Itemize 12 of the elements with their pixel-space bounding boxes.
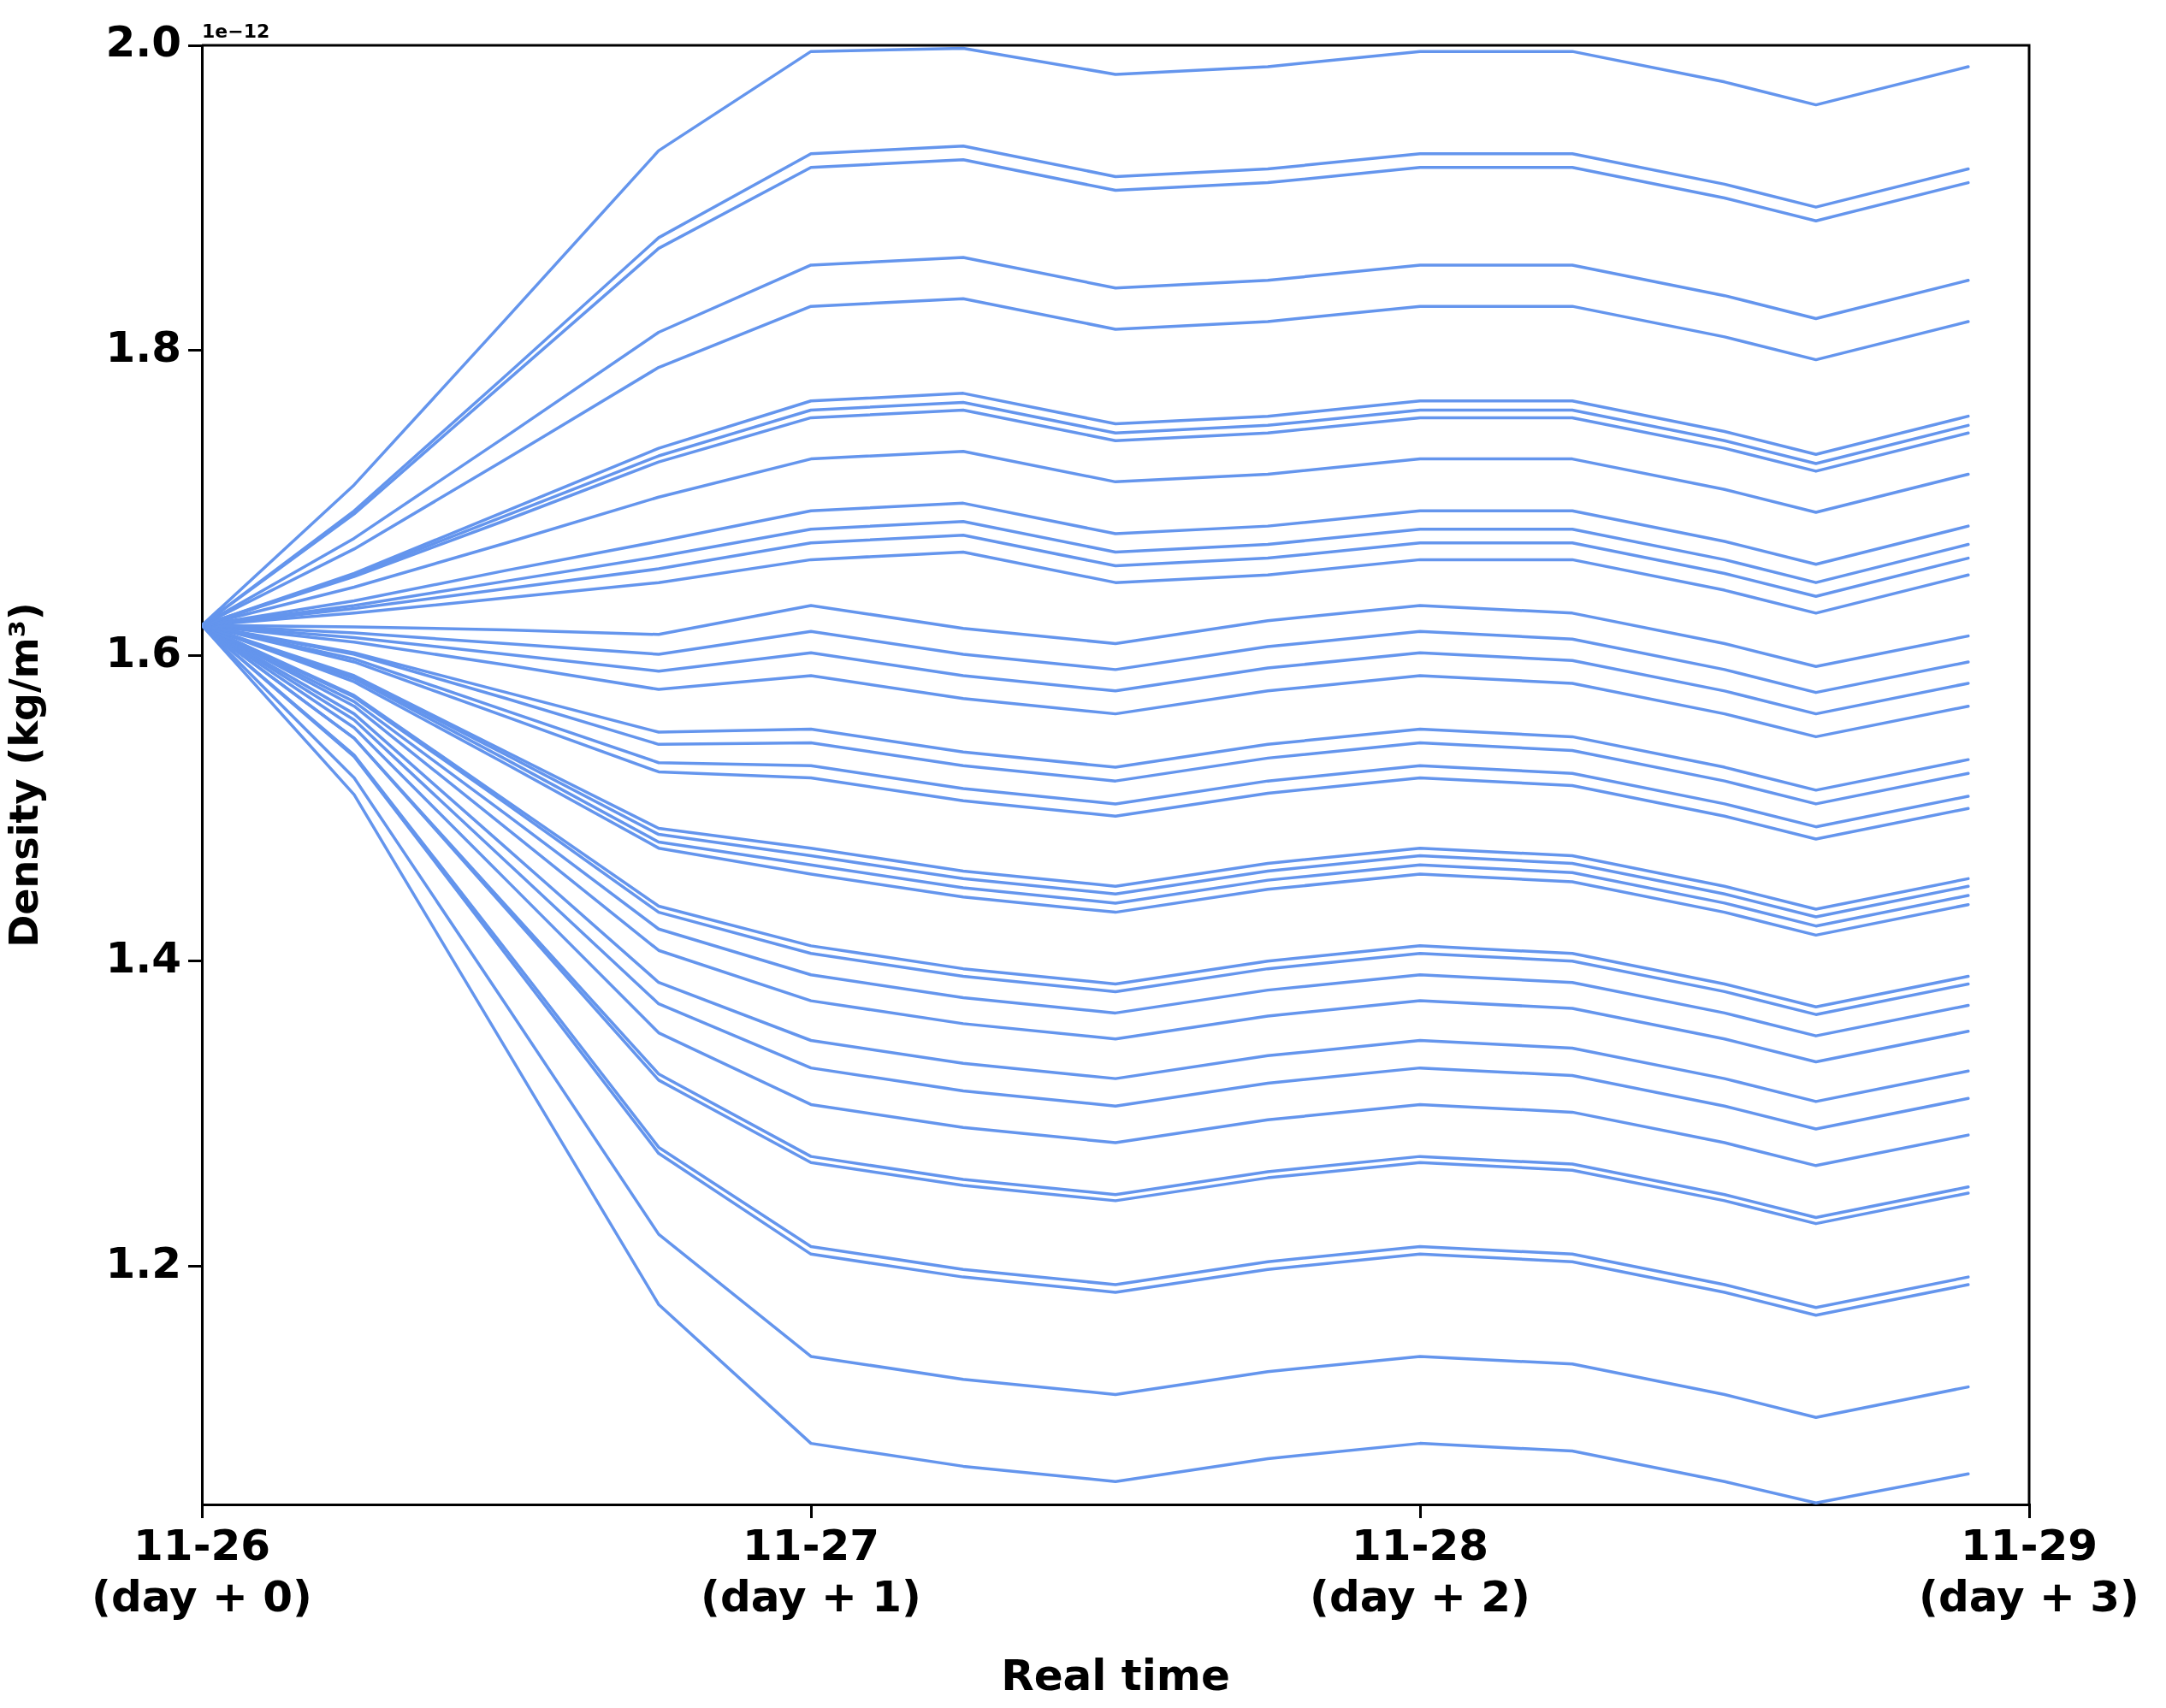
x-tick-label: 11-27 (day + 1) — [701, 1520, 921, 1622]
x-axis-title: Real time — [1001, 1650, 1230, 1700]
text: 1e−12 — [202, 20, 270, 42]
x-tick-label: 11-29 (day + 3) — [1919, 1520, 2139, 1622]
y-tick-label: 1.4 — [105, 932, 181, 983]
y-tick-label: 1.2 — [105, 1238, 181, 1288]
y-axis-title: Density (kg/m³) — [0, 602, 47, 948]
x-tick-label: 11-28 (day + 2) — [1310, 1520, 1530, 1622]
y-tick-label: 2.0 — [105, 16, 181, 67]
y-tick-label: 1.8 — [105, 322, 181, 372]
x-tick-label: 11-26 (day + 0) — [92, 1520, 312, 1622]
y-tick-label: 1.6 — [105, 627, 181, 677]
